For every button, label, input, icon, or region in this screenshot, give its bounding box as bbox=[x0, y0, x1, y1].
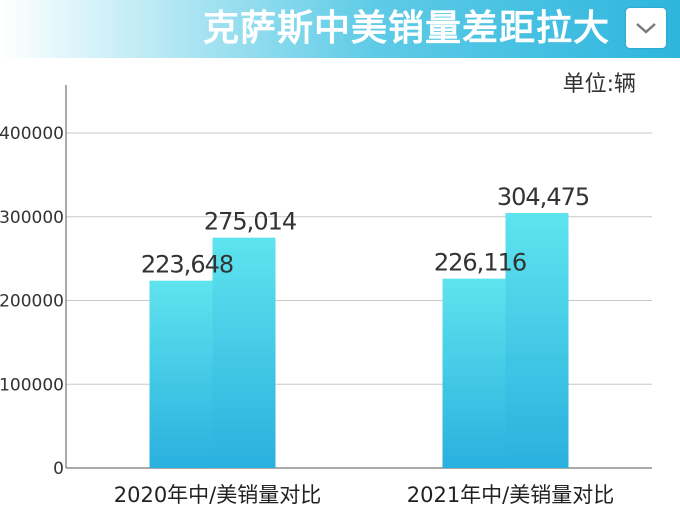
chart-title: 克萨斯中美销量差距拉大 bbox=[202, 8, 610, 49]
data-label: 304,475 bbox=[497, 183, 589, 211]
bar bbox=[149, 280, 213, 468]
y-tick-label: 0 bbox=[53, 459, 64, 479]
x-category-label: 2020年中/美销量对比 bbox=[114, 483, 322, 507]
y-tick-label: 100000 bbox=[0, 375, 64, 395]
bar bbox=[212, 237, 276, 468]
data-label: 226,116 bbox=[434, 249, 526, 277]
y-tick-label: 300000 bbox=[0, 208, 64, 228]
unit-label: 单位:辆 bbox=[562, 72, 636, 97]
bar bbox=[442, 278, 506, 468]
data-label: 275,014 bbox=[204, 208, 296, 236]
data-label: 223,648 bbox=[141, 251, 233, 279]
y-tick-label: 400000 bbox=[0, 124, 64, 144]
dropdown-button[interactable] bbox=[626, 8, 666, 48]
title-banner: 克萨斯中美销量差距拉大 bbox=[0, 0, 680, 58]
chevron-down-icon bbox=[636, 23, 656, 34]
bar bbox=[505, 213, 569, 468]
y-tick-label: 200000 bbox=[0, 292, 64, 312]
x-category-label: 2021年中/美销量对比 bbox=[407, 483, 615, 507]
